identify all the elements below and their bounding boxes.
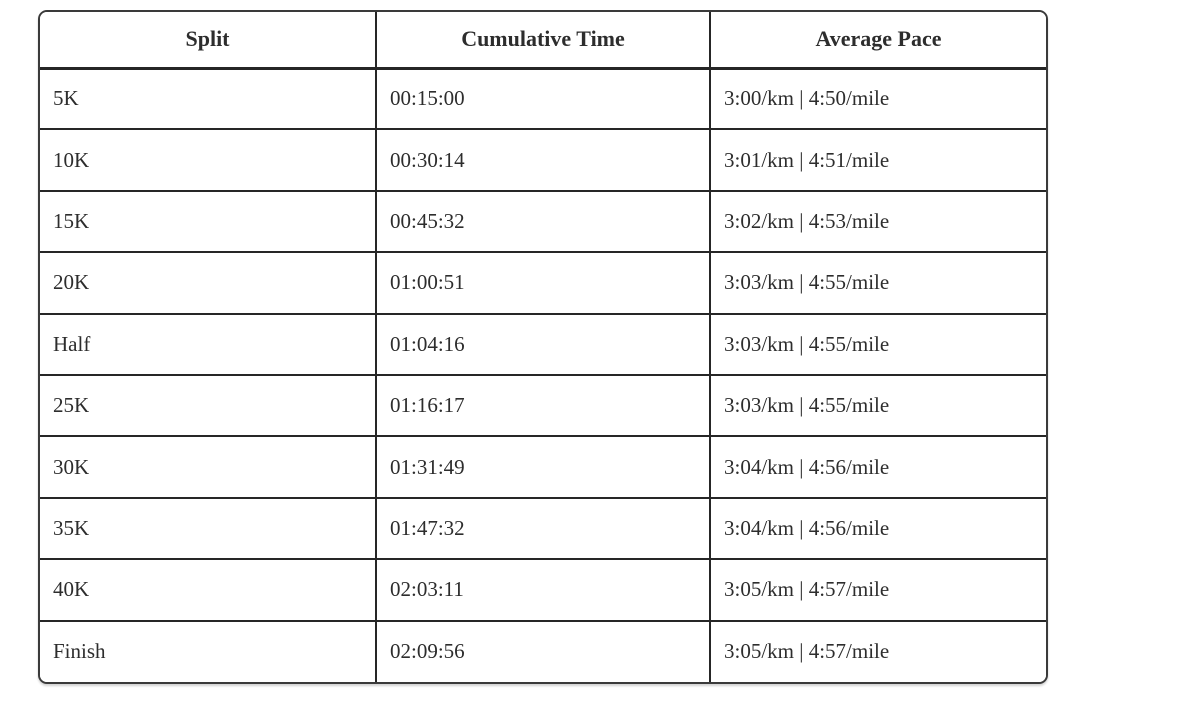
average-pace-cell: 3:03/km | 4:55/mile: [709, 252, 1046, 315]
average-pace-cell: 3:03/km | 4:55/mile: [709, 313, 1046, 376]
average-pace-cell: 3:03/km | 4:55/mile: [709, 374, 1046, 438]
cumulative-time-cell: 00:45:32: [376, 190, 711, 254]
cumulative-time-cell: 01:00:51: [376, 252, 711, 315]
split-cell: 25K: [40, 374, 377, 438]
average-pace-cell: 3:05/km | 4:57/mile: [709, 559, 1046, 622]
splits-table-frame: Split Cumulative Time Average Pace 5K 00:…: [38, 10, 1048, 684]
table-row: 30K 01:31:49 3:04/km | 4:56/mile: [40, 436, 1046, 499]
table-row: 15K 00:45:32 3:02/km | 4:53/mile: [40, 190, 1046, 254]
table-row: 40K 02:03:11 3:05/km | 4:57/mile: [40, 559, 1046, 622]
table-row: 10K 00:30:14 3:01/km | 4:51/mile: [40, 129, 1046, 192]
table-row: 20K 01:00:51 3:03/km | 4:55/mile: [40, 252, 1046, 315]
split-cell: 15K: [40, 190, 377, 254]
split-cell: 10K: [40, 129, 377, 192]
table-row: 35K 01:47:32 3:04/km | 4:56/mile: [40, 497, 1046, 561]
cumulative-time-cell: 01:47:32: [376, 497, 711, 561]
cumulative-time-cell: 00:30:14: [376, 129, 711, 192]
table-row: 5K 00:15:00 3:00/km | 4:50/mile: [40, 68, 1046, 131]
header-row: Split Cumulative Time Average Pace: [40, 12, 1046, 70]
split-cell: Finish: [40, 620, 377, 682]
cumulative-time-cell: 02:09:56: [376, 620, 711, 682]
split-cell: 35K: [40, 497, 377, 561]
average-pace-cell: 3:05/km | 4:57/mile: [709, 620, 1046, 682]
average-pace-cell: 3:00/km | 4:50/mile: [709, 68, 1046, 131]
split-cell: 30K: [40, 436, 377, 499]
column-header-split: Split: [40, 12, 377, 70]
split-cell: 5K: [40, 68, 377, 131]
split-cell: 20K: [40, 252, 377, 315]
cumulative-time-cell: 01:16:17: [376, 374, 711, 438]
cumulative-time-cell: 01:04:16: [376, 313, 711, 376]
average-pace-cell: 3:04/km | 4:56/mile: [709, 436, 1046, 499]
split-cell: 40K: [40, 559, 377, 622]
marathon-splits-table: Split Cumulative Time Average Pace 5K 00:…: [40, 12, 1046, 682]
cumulative-time-cell: 01:31:49: [376, 436, 711, 499]
column-header-cumulative-time: Cumulative Time: [376, 12, 711, 70]
average-pace-cell: 3:01/km | 4:51/mile: [709, 129, 1046, 192]
table-row: Half 01:04:16 3:03/km | 4:55/mile: [40, 313, 1046, 376]
cumulative-time-cell: 02:03:11: [376, 559, 711, 622]
table-row: 25K 01:16:17 3:03/km | 4:55/mile: [40, 374, 1046, 438]
average-pace-cell: 3:04/km | 4:56/mile: [709, 497, 1046, 561]
cumulative-time-cell: 00:15:00: [376, 68, 711, 131]
average-pace-cell: 3:02/km | 4:53/mile: [709, 190, 1046, 254]
table-row: Finish 02:09:56 3:05/km | 4:57/mile: [40, 620, 1046, 682]
column-header-average-pace: Average Pace: [709, 12, 1046, 70]
split-cell: Half: [40, 313, 377, 376]
